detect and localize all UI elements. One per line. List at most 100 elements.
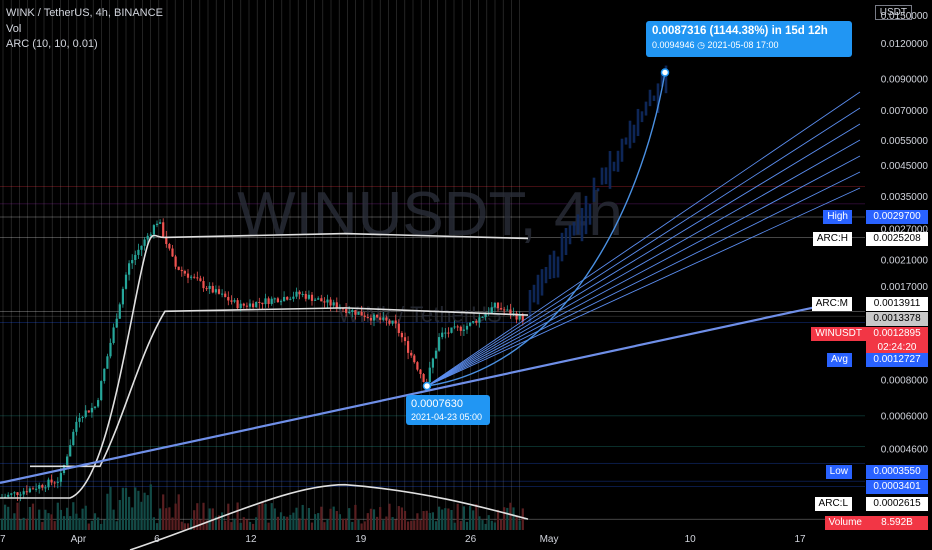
candle (261, 302, 264, 305)
volume-bar (217, 515, 221, 530)
candle (205, 288, 208, 290)
low-point-callout[interactable]: 0.0007630 2021-04-23 05:00 (406, 395, 490, 425)
candle (379, 317, 382, 320)
volume-bar (233, 518, 236, 530)
fan-line (426, 171, 861, 387)
candle (431, 358, 434, 368)
candle (75, 421, 78, 432)
volume-bar (205, 520, 208, 530)
candle (16, 492, 19, 496)
candle (456, 326, 459, 328)
volume-bar (87, 523, 90, 530)
projection-callout[interactable]: 0.0087316 (1144.38%) in 15d 12h 0.009494… (646, 21, 852, 57)
fan-line (426, 155, 861, 387)
projected-candle (536, 274, 540, 305)
target-marker (660, 68, 670, 77)
candle (310, 294, 314, 301)
candle (171, 248, 174, 257)
volume-bar (447, 508, 450, 530)
price-tick-label: 0.0045000 (881, 161, 929, 172)
volume-bar (193, 510, 196, 530)
time-tick-label: 19 (355, 534, 367, 545)
volume-bar (450, 509, 453, 530)
candle (165, 236, 168, 244)
candle (422, 374, 425, 382)
candle (202, 281, 205, 289)
arc-lower (129, 483, 529, 550)
volume-bar (168, 507, 171, 530)
candle (109, 342, 112, 357)
volume-bar (56, 502, 59, 530)
volume-bar (267, 522, 270, 530)
volume-bar (208, 508, 211, 530)
arc-legend[interactable]: ARC (10, 10, 0.01) (6, 38, 98, 50)
projected-candle (576, 214, 580, 235)
volume-bar (416, 513, 419, 530)
currency-button[interactable]: USDT (874, 5, 912, 20)
volume-bar (403, 510, 407, 530)
fan-line (426, 123, 861, 387)
candle (131, 260, 134, 264)
volume-bar (183, 523, 186, 530)
candle (100, 381, 103, 401)
volume-bar (354, 504, 357, 530)
candle (152, 225, 155, 235)
candle (146, 235, 149, 240)
candle (283, 296, 286, 302)
clock-icon: ◷ (697, 40, 705, 50)
candle (292, 296, 295, 299)
candle (224, 293, 227, 297)
candle (183, 271, 186, 274)
candle (447, 332, 450, 334)
price-tick-label: 0.0017000 (881, 282, 929, 293)
volume-bar (360, 523, 363, 530)
volume-bar (140, 501, 143, 530)
candle (221, 293, 224, 295)
volume-bar (224, 520, 227, 530)
watermark: WINUSDT, 4h (237, 180, 623, 249)
avg-name: Avg (826, 353, 852, 367)
time-tick-label: Apr (71, 534, 87, 545)
volume-bar (146, 495, 149, 530)
volume-bar (434, 521, 438, 530)
low-point-price: 0.0007630 (411, 398, 463, 410)
symbol-title[interactable]: WINK / TetherUS, 4h, BINANCE (6, 7, 163, 19)
candle (301, 293, 304, 295)
volume-bar (109, 486, 112, 530)
projected-candle (588, 203, 592, 225)
volume-bar (112, 509, 115, 530)
volume-bar (115, 521, 118, 530)
volume-bar (162, 494, 165, 530)
candle (56, 481, 59, 483)
candle (140, 245, 143, 250)
last-gray-value: 0.0013378 (866, 312, 928, 326)
time-tick-label: 17 (794, 534, 806, 545)
candle (326, 299, 329, 303)
low-value: 0.0003550 (866, 465, 928, 479)
candle (168, 243, 171, 249)
candle (252, 303, 255, 308)
volume-bar (273, 508, 276, 530)
volume-bar (410, 520, 413, 530)
volume-bar (78, 518, 81, 530)
volume-bar (425, 510, 428, 530)
candle (53, 482, 56, 484)
candle (279, 301, 283, 303)
arc-upper (0, 232, 529, 499)
volume-bar (16, 502, 19, 530)
candle (351, 310, 354, 313)
projection-path (422, 68, 670, 391)
candle (35, 488, 38, 490)
volume-bar (270, 503, 273, 530)
volume-bar (345, 518, 348, 530)
vol-legend[interactable]: Vol (6, 23, 22, 35)
projection-target-time: 2021-05-08 17:00 (707, 40, 779, 50)
time-tick-label: 6 (154, 534, 160, 545)
projected-candle (628, 120, 632, 149)
candle (419, 369, 422, 375)
projected-candle (652, 95, 656, 101)
volume-bar (518, 520, 521, 530)
time-tick-label: May (540, 534, 559, 545)
low-point-marker (422, 381, 432, 391)
